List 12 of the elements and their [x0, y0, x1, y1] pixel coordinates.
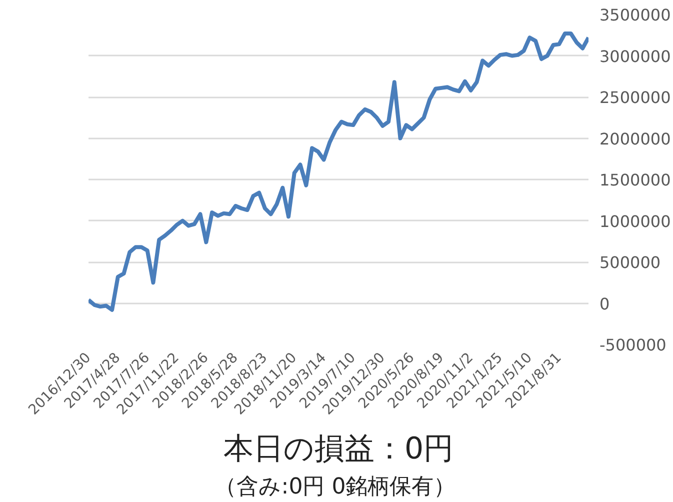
text: （含み:0円 0銘柄保有） [214, 474, 456, 500]
line-series [88, 31, 588, 312]
y-tick-label: 3500000 [600, 6, 671, 24]
y-tick-label: 1500000 [600, 170, 671, 190]
y-tick-label: 2000000 [600, 129, 671, 148]
y-tick-label: -500000 [600, 336, 666, 354]
y-tick-label: 0 [600, 294, 610, 314]
y-tick-label: 3000000 [600, 46, 671, 66]
y-tick-label: 500000 [600, 253, 661, 272]
y-tick-label: 2500000 [600, 88, 671, 107]
y-tick-label: 1000000 [600, 212, 671, 231]
text: 本日の損益：0円 [223, 432, 454, 466]
